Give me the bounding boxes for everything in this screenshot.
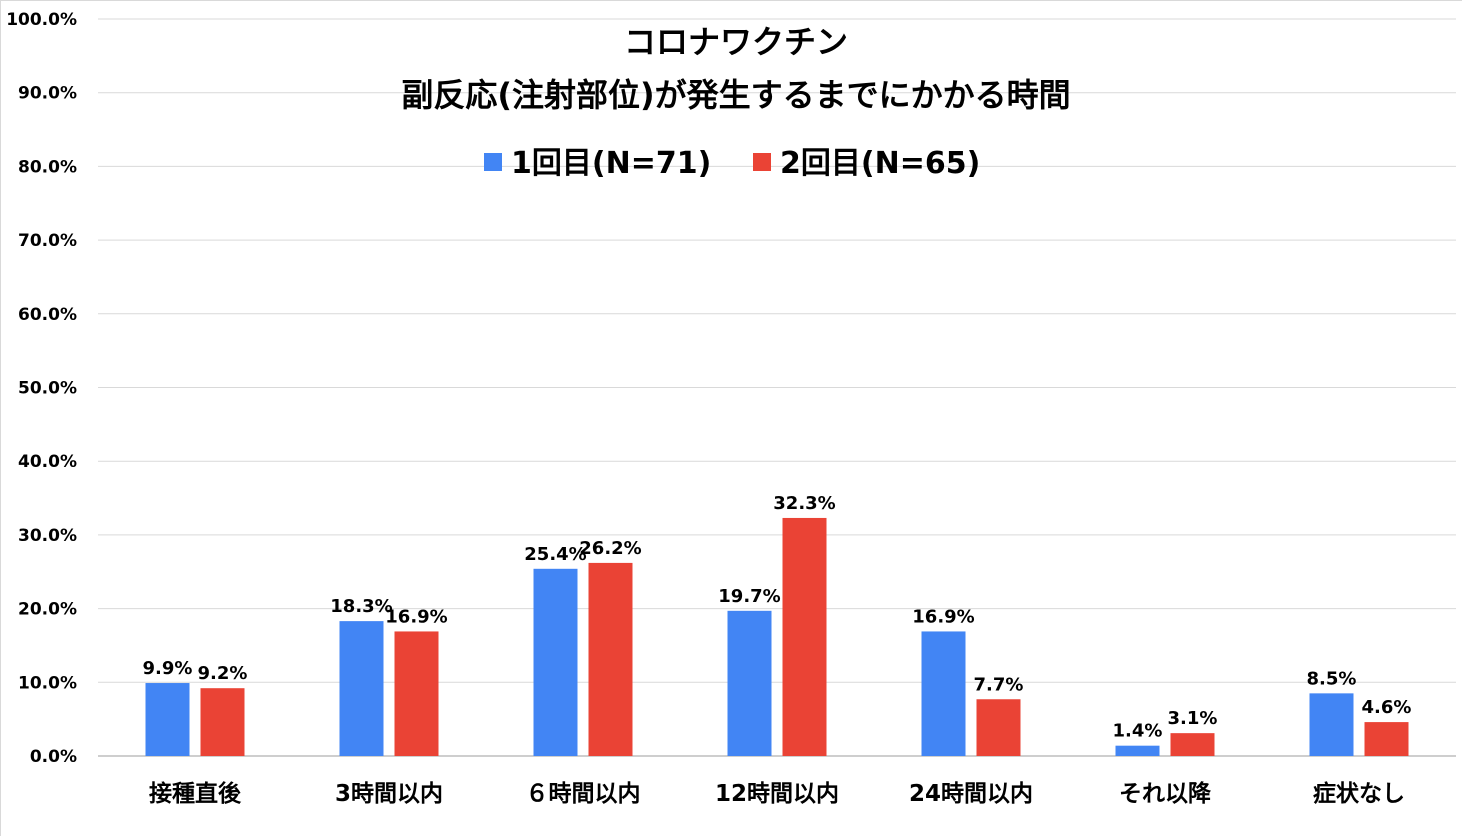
y-tick-label: 10.0% xyxy=(18,673,77,693)
bar-2-2 xyxy=(588,562,633,756)
legend-label: 2回目(N=65) xyxy=(780,146,980,181)
data-label: 4.6% xyxy=(1362,697,1412,718)
bar-1-2 xyxy=(533,568,578,756)
bar-2-3 xyxy=(782,517,827,756)
x-tick-label: 症状なし xyxy=(1313,780,1405,807)
y-tick-label: 50.0% xyxy=(18,379,77,399)
data-label: 8.5% xyxy=(1307,668,1357,689)
y-tick-label: 80.0% xyxy=(18,157,77,177)
y-tick-label: 90.0% xyxy=(18,84,77,104)
data-label: 32.3% xyxy=(773,493,835,514)
y-tick-label: 0.0% xyxy=(30,747,77,767)
y-tick-label: 30.0% xyxy=(18,526,77,546)
legend: 1回目(N=71) 2回目(N=65) xyxy=(484,146,980,181)
bar-2-1 xyxy=(394,631,439,756)
data-label: 1.4% xyxy=(1113,721,1163,742)
x-tick-label: 24時間以内 xyxy=(909,781,1033,807)
x-tick-label: 12時間以内 xyxy=(715,781,839,807)
y-tick-label: 60.0% xyxy=(18,305,77,325)
y-tick-label: 70.0% xyxy=(18,231,77,251)
data-label: 7.7% xyxy=(974,674,1024,695)
data-label: 3.1% xyxy=(1168,708,1218,729)
bar-2-5 xyxy=(1170,733,1215,756)
bar-2-6 xyxy=(1364,722,1409,756)
x-tick-label: それ以降 xyxy=(1119,781,1212,807)
legend-swatch xyxy=(753,153,771,171)
data-label: 9.9% xyxy=(143,658,193,679)
bar-1-4 xyxy=(921,631,966,756)
legend-swatch xyxy=(484,153,502,171)
x-tick-label: ６時間以内 xyxy=(526,781,641,807)
x-tick-label: 3時間以内 xyxy=(335,781,443,807)
data-label: 26.2% xyxy=(579,538,641,559)
chart-title-line: 副反応(注射部位)が発生するまでにかかる時間 xyxy=(401,76,1070,114)
chart-title-line: コロナワクチン xyxy=(624,23,848,61)
data-labels: 9.9% 9.2%18.3%16.9%25.4%26.2%19.7%32.3%16… xyxy=(143,493,1412,742)
bar-2-0 xyxy=(200,688,245,756)
bar-1-6 xyxy=(1309,693,1354,756)
bar-2-4 xyxy=(976,699,1021,756)
data-label: 16.9% xyxy=(385,606,447,627)
data-label: 25.4% xyxy=(524,544,586,565)
bar-1-5 xyxy=(1115,745,1160,756)
y-tick-label: 100.0% xyxy=(6,10,77,30)
x-axis-ticks: 接種直後 3時間以内 ６時間以内 12時間以内 24時間以内 それ以降 症状なし xyxy=(149,780,1405,807)
x-tick-label: 接種直後 xyxy=(149,780,242,807)
y-tick-label: 20.0% xyxy=(18,600,77,620)
legend-label: 1回目(N=71) xyxy=(511,146,711,181)
data-label: 18.3% xyxy=(330,596,392,617)
bar-1-1 xyxy=(339,621,384,756)
data-label: 9.2% xyxy=(198,663,248,684)
gridlines xyxy=(98,18,1456,757)
bar-1-0 xyxy=(145,683,190,756)
data-label: 19.7% xyxy=(718,586,780,607)
bar-1-3 xyxy=(727,610,772,756)
bars xyxy=(145,517,1409,756)
y-axis-ticks: 0.0% 10.0% 20.0% 30.0% 40.0% 50.0% 60.0% 70.0% 8… xyxy=(6,10,77,767)
y-tick-label: 40.0% xyxy=(18,452,77,472)
data-label: 16.9% xyxy=(912,606,974,627)
